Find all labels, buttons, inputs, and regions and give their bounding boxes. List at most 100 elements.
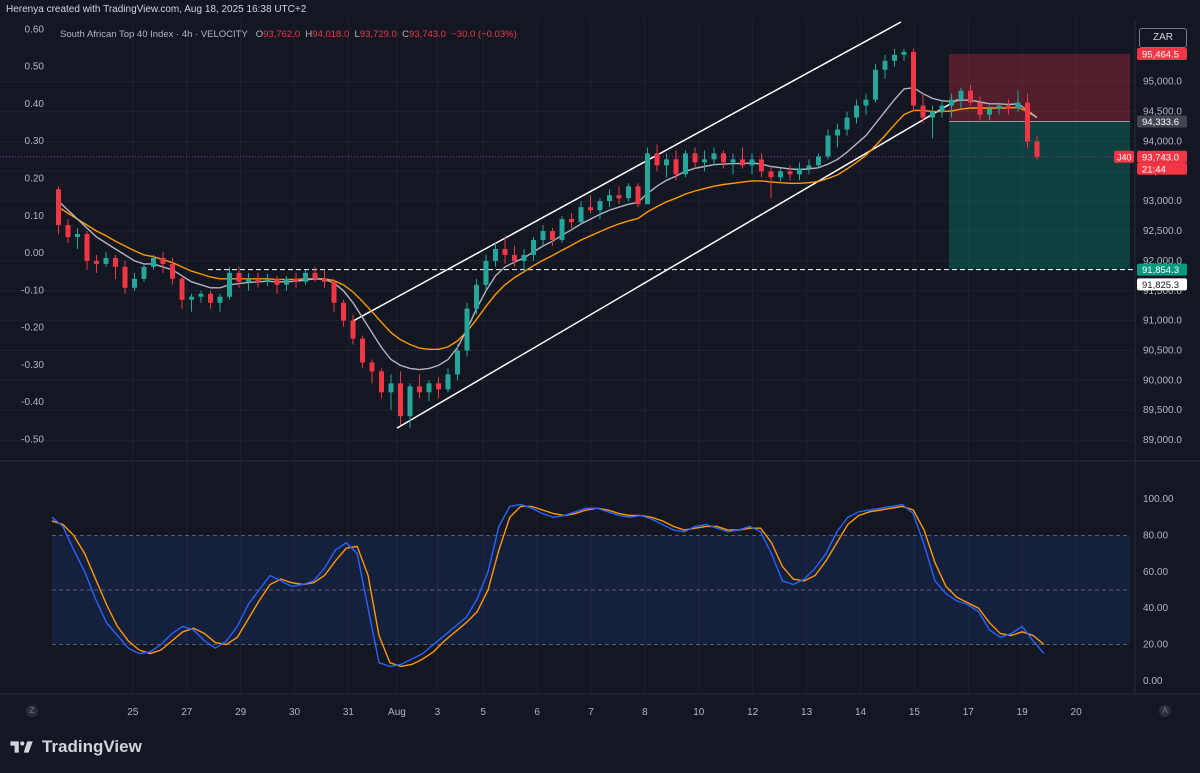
brand-name: TradingView [42,737,142,756]
candle-body [854,105,859,118]
candle-body [170,263,175,279]
candle-body [75,234,80,238]
time-axis-label: 29 [235,707,247,718]
symbol-tag-text: J40 [1117,152,1132,162]
candle-body [977,102,983,115]
left-axis-tick-label: -0.10 [21,285,44,296]
candle-body [160,257,166,264]
candle-body [464,308,470,351]
legend-o-label: O [255,29,264,40]
stoch-k-line [51,503,1045,668]
stoch-d-line [51,505,1045,668]
candle-body [683,153,688,175]
left-axis-tick-label: 0.20 [25,174,45,185]
stoch-axis-tick-label: 20.00 [1143,640,1168,651]
candle-body [540,231,546,240]
candle-body [787,171,793,175]
price-axis-tick-label: 93,000.0 [1143,196,1182,207]
candle-body [493,248,498,261]
candle-body [635,186,641,205]
stoch-axis-tick-label: 100.00 [1143,494,1174,505]
price-badge [1137,263,1187,276]
legend-h-label: H [305,29,313,40]
left-axis-tick-label: -0.50 [21,434,44,445]
candle-body [920,105,926,118]
price-axis-tick-label: 92,000.0 [1143,256,1182,267]
candle-body [531,240,536,255]
channel-upper-line [353,21,902,322]
candle-body [94,260,99,264]
candle-body [388,383,394,393]
candle-body [844,117,850,130]
candle-body [626,186,631,199]
candle-body [949,99,954,106]
candle-body [607,195,612,202]
attribution-text: Herenya created with TradingView.com, Au… [6,4,307,15]
candle-body [398,383,403,417]
legend-symbol[interactable]: South African Top 40 Index · 4h · VELOCI… [60,29,248,40]
candle-body [968,90,973,103]
candle-body [797,168,802,175]
candle-body [1006,105,1011,109]
stoch-axis-tick-label: 80.00 [1143,530,1168,541]
price-badge [1137,278,1187,291]
candle-body [236,272,242,282]
price-axis-tick-label: 92,500.0 [1143,226,1182,237]
candle-body [141,266,147,279]
tradingview-brand: TradingView [10,737,142,757]
price-badge-text: 95,464.5 [1142,49,1179,60]
candle-body [930,111,935,118]
candle-body [483,260,489,285]
currency-button[interactable]: ZAR [1139,28,1187,48]
candle-body [873,69,878,100]
price-axis-tick-label: 90,000.0 [1143,375,1182,386]
left-axis-tick-label: 0.00 [25,248,45,259]
price-badge [1137,162,1187,175]
candle-body [863,99,869,106]
time-axis-label: 17 [963,707,975,718]
candle-body [550,231,555,240]
symbol-tag [1114,150,1134,163]
price-axis-tick-label: 90,500.0 [1143,345,1182,356]
left-axis-tick-label: -0.20 [21,323,44,334]
time-axis-label: 30 [289,707,301,718]
candle-body [132,278,137,288]
time-axis-label: Aug [388,707,406,718]
candle-body [255,278,261,282]
candle-body [322,278,327,282]
candle-body [806,165,812,169]
price-axis-tick-label: 89,000.0 [1143,435,1182,446]
candle-body [246,278,251,282]
time-axis-label: 7 [588,707,594,718]
stoch-axis-tick-label: 40.00 [1143,603,1168,614]
candle-body [740,159,745,166]
candle-body [103,257,109,264]
candle-body [331,281,337,303]
candle-body [303,272,308,282]
tradingview-logo-icon [10,741,33,753]
timezone-button[interactable]: Z [26,705,38,717]
stop-loss-zone [949,53,1130,122]
left-axis-tick-label: 0.40 [25,99,45,110]
candle-body [65,225,71,238]
candle-body [436,383,441,390]
symbol-legend: South African Top 40 Index · 4h · VELOCI… [60,29,517,40]
candle-body [113,257,118,267]
legend-c-label: C [402,29,409,40]
candle-body [616,195,622,199]
candle-body [360,338,365,363]
candle-body [521,254,527,261]
candle-body [939,105,945,112]
price-badge-text: 93,743.0 [1142,152,1179,163]
candle-body [227,272,232,297]
candle-body [721,153,726,163]
candle-body [588,207,593,211]
candle-body [835,129,840,136]
left-axis-tick-label: 0.60 [25,24,45,35]
candle-body [1015,102,1021,109]
auto-scale-button[interactable]: A [1159,705,1171,717]
legend-change: −30.0 (−0.03%) [451,29,517,40]
candle-body [664,159,669,166]
candle-body [987,108,992,115]
